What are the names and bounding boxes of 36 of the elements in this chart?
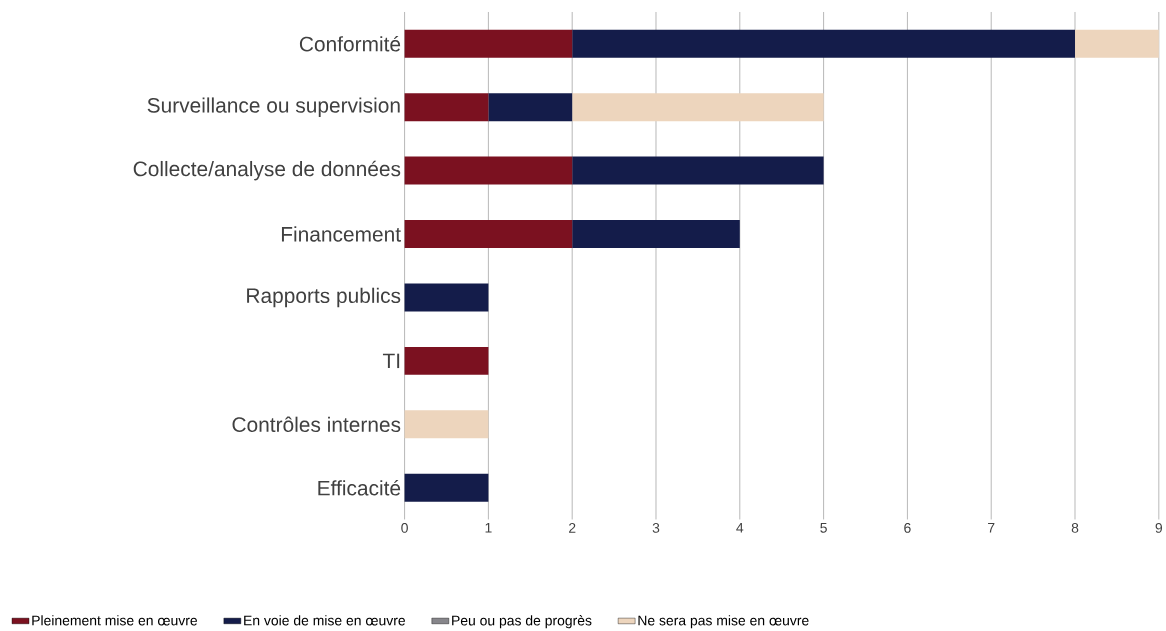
x-tick-label: 6 [904,523,911,533]
bar [1075,29,1159,58]
bar [404,93,489,122]
x-tick-label: 0 [401,523,408,533]
y-tick-label: Financement [281,226,401,242]
x-tick-label: 1 [485,523,492,533]
bar [488,93,573,122]
y-tick-label: Surveillance ou supervision [147,97,400,117]
x-tick-label: 9 [1155,523,1163,533]
legend-label: Ne sera pas mise en œuvre [638,615,809,629]
x-tick-label: 7 [988,523,995,533]
x-tick-label: 2 [569,523,576,533]
x-tick-label: 4 [736,523,744,533]
bar [572,156,824,185]
bar [404,346,489,375]
x-tick-label: 5 [820,523,827,533]
y-tick-label: Contrôles internes [232,416,401,433]
bar [404,410,489,439]
bar [404,29,573,58]
bar [572,29,1076,58]
bar [572,220,740,249]
x-tick-label: 8 [1071,523,1079,533]
y-tick-label: Conformité [299,36,401,52]
bar [404,156,573,185]
legend-label: En voie de mise en œuvre [244,615,406,626]
bar [404,220,573,249]
y-tick-label: TI [382,353,400,369]
y-tick-label: Collecte/analyse de données [133,160,401,181]
bar [404,473,489,502]
x-tick-label: 3 [652,523,660,533]
legend-label: Peu ou pas de progrès [452,615,592,629]
bar [404,283,489,312]
y-tick-label: Efficacité [318,480,401,496]
legend-label: Pleinement mise en œuvre [32,615,198,626]
y-tick-label: Rapports publics [247,287,401,308]
bar [572,93,824,122]
